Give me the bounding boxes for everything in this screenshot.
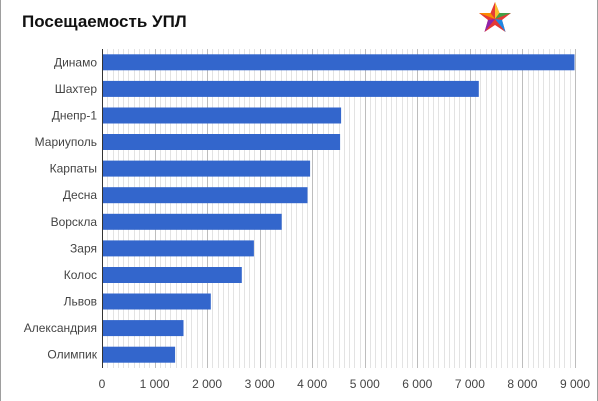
bar [102, 267, 242, 283]
category-label: Десна [63, 188, 97, 202]
x-tick-label: 1 000 [140, 377, 170, 391]
x-tick-label: 6 000 [402, 377, 432, 391]
category-label: Александрия [24, 321, 97, 335]
category-label: Олимпик [47, 348, 97, 362]
category-label: Карпаты [50, 162, 97, 176]
category-label: Мариуполь [35, 135, 97, 149]
bar [102, 320, 184, 337]
star-logo-icon [479, 2, 511, 32]
category-label: Шахтер [55, 82, 98, 96]
bar [102, 293, 211, 310]
x-tick-label: 8 000 [507, 377, 537, 391]
bar [102, 213, 282, 230]
category-label: Днепр-1 [52, 109, 98, 123]
bar [102, 80, 479, 97]
x-tick-label: 5 000 [350, 377, 380, 391]
bar [102, 54, 575, 71]
x-tick-label: 9 000 [560, 377, 590, 391]
bar [102, 240, 254, 257]
x-tick-label: 7 000 [455, 377, 485, 391]
bar [102, 346, 176, 363]
bar [102, 134, 341, 150]
category-label: Заря [70, 241, 97, 255]
x-tick-label: 4 000 [297, 377, 327, 391]
bar [102, 187, 308, 204]
bar [102, 107, 342, 124]
category-label: Львов [64, 295, 97, 309]
x-tick-label: 0 [99, 377, 106, 391]
x-tick-label: 3 000 [245, 377, 275, 391]
bar [102, 160, 311, 177]
category-label: Динамо [54, 55, 97, 69]
category-label: Ворскла [51, 215, 98, 229]
chart-title: Посещаемость УПЛ [22, 12, 187, 31]
x-tick-label: 2 000 [192, 377, 222, 391]
category-label: Колос [64, 268, 97, 282]
